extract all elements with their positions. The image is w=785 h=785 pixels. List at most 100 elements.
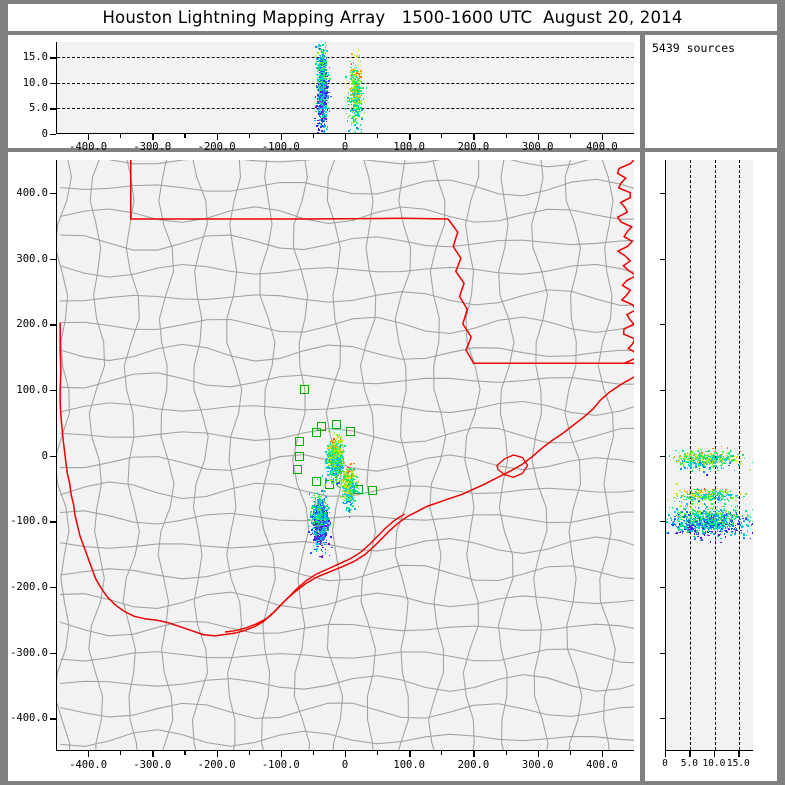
lightning-source-point: [712, 466, 714, 469]
lightning-source-point: [320, 526, 322, 529]
lightning-source-point: [343, 471, 345, 474]
lightning-source-point: [686, 467, 689, 469]
lightning-source-point: [352, 61, 355, 64]
lightning-source-point: [691, 452, 694, 455]
lightning-source-point: [352, 116, 354, 118]
lightning-source-point: [745, 534, 748, 537]
lightning-source-point: [352, 62, 355, 65]
lightning-source-point: [317, 64, 319, 67]
lightning-source-point: [323, 534, 326, 536]
lightning-source-point: [345, 490, 347, 492]
lightning-source-point: [704, 466, 707, 468]
lightning-source-point: [344, 478, 347, 481]
lightning-source-point: [749, 537, 752, 540]
lightning-source-point: [357, 78, 359, 80]
lightning-source-point: [324, 58, 326, 61]
lightning-source-point: [347, 482, 349, 485]
lightning-source-point: [319, 521, 322, 524]
lightning-source-point: [352, 117, 355, 119]
lightning-source-point: [736, 529, 738, 532]
lightning-source-point: [316, 528, 318, 531]
lightning-source-point: [333, 476, 336, 479]
lightning-source-point: [340, 468, 343, 470]
lightning-source-point: [343, 492, 346, 494]
lightning-source-point: [324, 511, 327, 514]
lightning-source-point: [359, 80, 361, 82]
lightning-source-point: [357, 99, 359, 102]
lightning-source-point: [320, 506, 323, 508]
lightning-source-point: [322, 53, 324, 56]
lightning-source-point: [321, 79, 324, 81]
lightning-source-point: [357, 79, 359, 82]
lightning-source-point: [328, 91, 330, 94]
lightning-source-point: [332, 457, 335, 460]
altitude-latitude-panel: 0 5.0 10.0 15.0: [645, 152, 777, 781]
lightning-source-point: [347, 498, 350, 500]
lightning-source-point: [327, 107, 330, 109]
lightning-source-point: [324, 62, 326, 65]
lightning-source-point: [320, 113, 323, 116]
lightning-source-point: [354, 109, 356, 111]
lightning-source-point: [324, 87, 327, 90]
y-axis-tick-label: -200.0: [10, 580, 48, 593]
lightning-source-point: [334, 440, 337, 442]
lightning-source-point: [316, 86, 318, 88]
lightning-source-point: [315, 535, 318, 537]
lightning-source-point: [705, 516, 708, 519]
lightning-source-point: [723, 533, 726, 535]
lightning-source-point: [328, 454, 330, 457]
lightning-source-point: [322, 50, 324, 53]
map-boundary-path: [60, 178, 634, 197]
lightning-source-point: [324, 92, 326, 94]
lightning-source-point: [331, 471, 333, 473]
lightning-source-point: [677, 519, 680, 522]
lightning-source-point: [733, 469, 736, 472]
lightning-source-point: [718, 534, 720, 536]
lightning-source-point: [722, 451, 725, 453]
lightning-source-point: [320, 528, 323, 530]
lightning-source-point: [356, 104, 358, 106]
lightning-source-point: [319, 88, 322, 90]
lightning-source-point: [720, 537, 722, 540]
lightning-source-point: [721, 488, 724, 491]
lightning-source-point: [351, 73, 354, 75]
lightning-source-point: [331, 444, 333, 447]
lightning-source-point: [321, 44, 323, 47]
lightning-source-point: [317, 94, 319, 96]
lightning-source-point: [344, 445, 346, 447]
lightning-source-point: [323, 55, 326, 57]
lightning-source-point: [726, 493, 729, 495]
lightning-source-point: [672, 525, 675, 528]
lightning-source-point: [341, 490, 344, 492]
lightning-source-point: [323, 129, 326, 132]
lightning-source-point: [349, 477, 351, 479]
lightning-source-point: [315, 84, 318, 87]
lightning-source-point: [723, 517, 726, 519]
lightning-source-point: [342, 481, 344, 483]
lightning-source-point: [333, 444, 335, 447]
lightning-source-point: [315, 547, 318, 550]
x-axis-tick: [601, 751, 604, 757]
lightning-source-point: [359, 92, 361, 95]
lightning-source-point: [320, 119, 323, 121]
lightning-source-point: [324, 60, 326, 62]
lma-station-marker: [312, 476, 321, 486]
lightning-source-point: [337, 442, 339, 445]
lightning-source-point: [347, 494, 350, 496]
lightning-source-point: [694, 537, 696, 539]
lightning-source-point: [678, 451, 681, 454]
lightning-source-point: [694, 499, 697, 502]
lightning-source-point: [342, 456, 345, 458]
lightning-source-point: [316, 545, 318, 548]
lightning-source-point: [312, 518, 314, 521]
lightning-source-point: [308, 493, 311, 495]
lightning-source-point: [694, 462, 696, 464]
lightning-source-point: [312, 504, 315, 507]
lightning-source-point: [323, 83, 326, 85]
lightning-source-point: [327, 71, 329, 74]
lightning-source-point: [349, 481, 351, 483]
lightning-source-point: [317, 119, 319, 122]
lightning-source-point: [721, 520, 723, 523]
lightning-source-point: [336, 453, 338, 455]
lightning-source-point: [357, 85, 359, 87]
